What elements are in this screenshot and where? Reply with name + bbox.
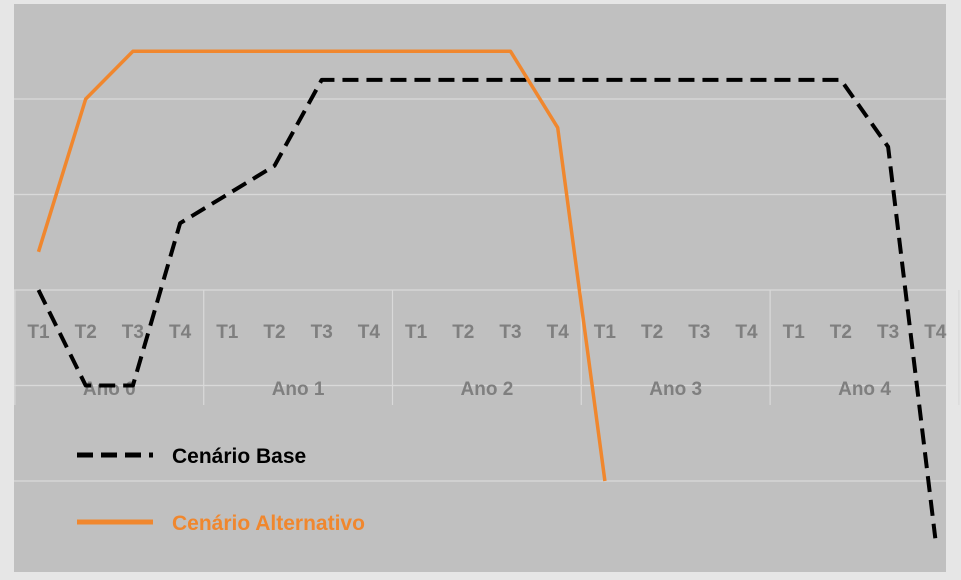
quarter-label: T1 [594, 322, 617, 343]
quarter-label: T3 [311, 322, 333, 343]
quarter-label: T3 [122, 322, 144, 343]
quarter-label: T2 [263, 322, 285, 343]
quarter-label: T4 [924, 322, 947, 343]
quarter-label: T1 [783, 322, 806, 343]
quarter-label: T3 [499, 322, 521, 343]
quarter-label: T1 [27, 322, 50, 343]
quarter-label: T3 [688, 322, 710, 343]
year-label: Ano 1 [272, 379, 325, 400]
quarter-label: T1 [216, 322, 239, 343]
chart-background [14, 4, 946, 572]
year-label: Ano 3 [649, 379, 702, 400]
quarter-label: T2 [75, 322, 97, 343]
quarter-label: T1 [405, 322, 428, 343]
gridlines [14, 98, 946, 482]
quarter-label: T4 [547, 322, 570, 343]
series-line-cenario-alternativo [36, 49, 607, 482]
year-label: Ano 0 [83, 379, 136, 400]
year-label: Ano 4 [838, 379, 891, 400]
year-tick-labels: Ano 0 Ano 1 Ano 2 Ano 3 Ano 4 [83, 379, 891, 400]
quarter-label: T4 [169, 322, 192, 343]
legend-label-cenario-alternativo: Cenário Alternativo [172, 512, 365, 535]
quarter-label: T4 [735, 322, 758, 343]
legend: Cenário Base Cenário Alternativo [77, 445, 365, 535]
quarter-label: T2 [641, 322, 663, 343]
series-lines [36, 49, 938, 539]
year-label: Ano 2 [461, 379, 514, 400]
category-axis-grid [14, 290, 960, 405]
quarter-tick-labels: T1 T2 T3 T4 T1 T2 T3 T4 T1 T2 T3 T4 T1 T2 T3 T4 T1 T2 T3 T4 [27, 322, 946, 343]
quarter-label: T2 [830, 322, 852, 343]
quarter-label: T2 [452, 322, 474, 343]
quarter-label: T4 [358, 322, 381, 343]
legend-label-cenario-base: Cenário Base [172, 445, 306, 468]
series-line-cenario-base [36, 77, 938, 539]
quarter-label: T3 [877, 322, 899, 343]
